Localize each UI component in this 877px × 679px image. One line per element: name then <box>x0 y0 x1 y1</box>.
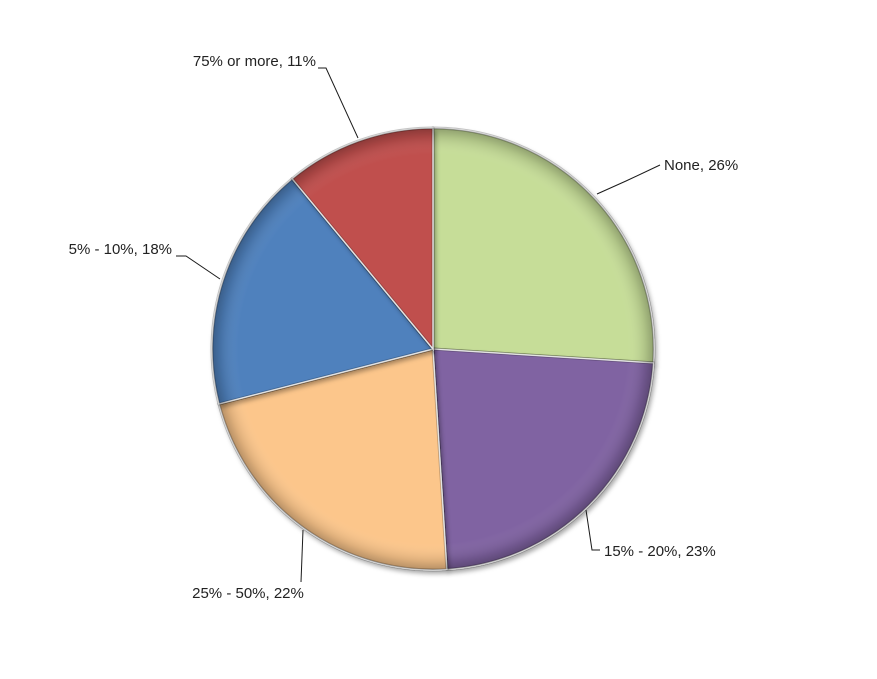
leader-line-4 <box>318 67 359 139</box>
pie-slice-1 <box>431 347 656 572</box>
slice-label-2: 25% - 50%, 22% <box>192 585 304 602</box>
pie-slice-0 <box>431 126 656 365</box>
pie-slices <box>210 126 656 572</box>
slice-label-4: 75% or more, 11% <box>193 53 316 70</box>
leader-line-3 <box>176 255 221 280</box>
slice-label-0: None, 26% <box>664 157 738 174</box>
leader-lines <box>176 67 661 583</box>
pie-slice-fill-0 <box>432 127 655 364</box>
pie-slice-fill-1 <box>432 348 655 571</box>
leader-line-1 <box>585 509 600 551</box>
leader-line-0 <box>596 164 661 195</box>
slice-labels: None, 26% 15% - 20%, 23% 25% - 50%, 22% 5% … <box>69 53 739 602</box>
slice-label-1: 15% - 20%, 23% <box>604 543 716 560</box>
leader-line-2 <box>300 529 304 583</box>
slice-label-3: 5% - 10%, 18% <box>69 241 172 258</box>
